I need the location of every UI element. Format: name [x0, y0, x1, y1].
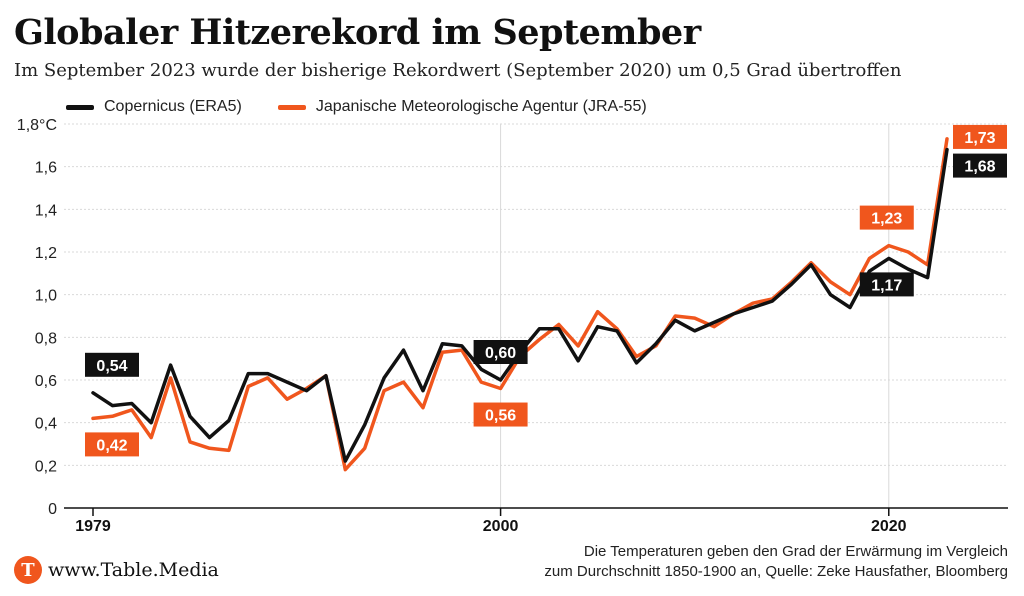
y-tick-label: 1,4	[35, 202, 57, 219]
value-label: 1,17	[871, 277, 902, 294]
legend: Copernicus (ERA5) Japanische Meteorologi…	[66, 98, 647, 116]
value-label-box	[859, 205, 914, 230]
y-tick-label: 1,0	[35, 288, 57, 305]
legend-label-copernicus: Copernicus (ERA5)	[104, 98, 242, 115]
y-tick-label: 0,6	[35, 373, 57, 390]
legend-item-copernicus: Copernicus (ERA5)	[66, 98, 242, 116]
chart-title: Globaler Hitzerekord im September	[14, 12, 701, 53]
value-label: 1,23	[871, 211, 902, 228]
value-label: 0,42	[96, 437, 127, 454]
y-tick-label: 1,2	[35, 245, 57, 262]
value-label-box	[859, 272, 914, 297]
value-label: 1,73	[964, 130, 995, 147]
y-tick-label: 1,6	[35, 160, 57, 177]
source-note-line-2: zum Durchschnitt 1850-1900 an, Quelle: Z…	[544, 563, 1008, 580]
legend-swatch-copernicus	[66, 104, 94, 110]
source-note-line-1: Die Temperaturen geben den Grad der Erwä…	[583, 543, 1008, 560]
table-media-logo-icon: T	[14, 556, 42, 584]
value-label-box	[953, 124, 1007, 149]
value-label-box	[85, 352, 139, 377]
y-tick-label: 0	[48, 501, 57, 518]
y-tick-label: 0,2	[35, 458, 57, 475]
legend-item-jra: Japanische Meteorologische Agentur (JRA-…	[277, 98, 647, 116]
value-label-box	[953, 153, 1007, 178]
x-tick-label: 1979	[75, 518, 111, 535]
legend-swatch-jra	[277, 104, 306, 110]
value-label: 0,54	[96, 358, 127, 375]
chart-subtitle: Im September 2023 wurde der bisherige Re…	[14, 60, 902, 81]
legend-label-jra: Japanische Meteorologische Agentur (JRA-…	[315, 98, 647, 115]
value-label-box	[85, 432, 139, 457]
footer-logo: T www.Table.Media	[14, 556, 219, 584]
y-tick-label: 0,4	[35, 416, 57, 433]
value-label: 1,68	[964, 159, 995, 176]
source-note: Die Temperaturen geben den Grad der Erwä…	[544, 542, 1008, 582]
value-label: 0,56	[485, 408, 516, 425]
value-label-box	[473, 340, 528, 364]
y-tick-label: 1,8°C	[17, 117, 57, 134]
x-tick-label: 2000	[483, 518, 519, 535]
y-tick-label: 0,8	[35, 330, 57, 347]
logo-text: www.Table.Media	[48, 559, 219, 581]
x-tick-label: 2020	[871, 518, 907, 535]
value-label-box	[473, 402, 528, 427]
value-label: 0,60	[485, 345, 516, 362]
